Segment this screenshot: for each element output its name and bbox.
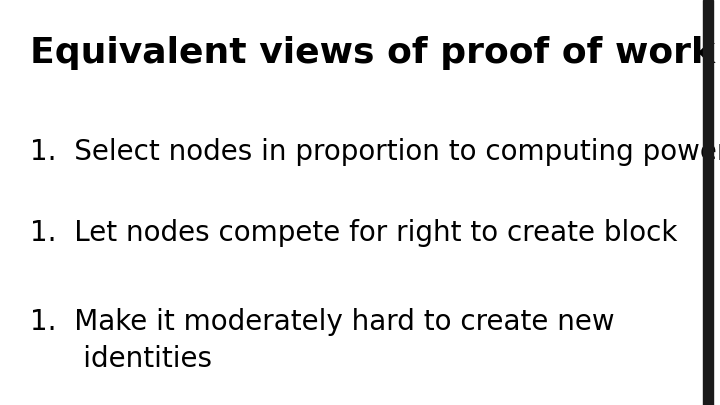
Text: Equivalent views of proof of work: Equivalent views of proof of work xyxy=(30,36,715,70)
Text: 1.  Let nodes compete for right to create block: 1. Let nodes compete for right to create… xyxy=(30,219,678,247)
Text: 1.  Make it moderately hard to create new
      identities: 1. Make it moderately hard to create new… xyxy=(30,308,615,373)
Text: 1.  Select nodes in proportion to computing power: 1. Select nodes in proportion to computi… xyxy=(30,138,720,166)
